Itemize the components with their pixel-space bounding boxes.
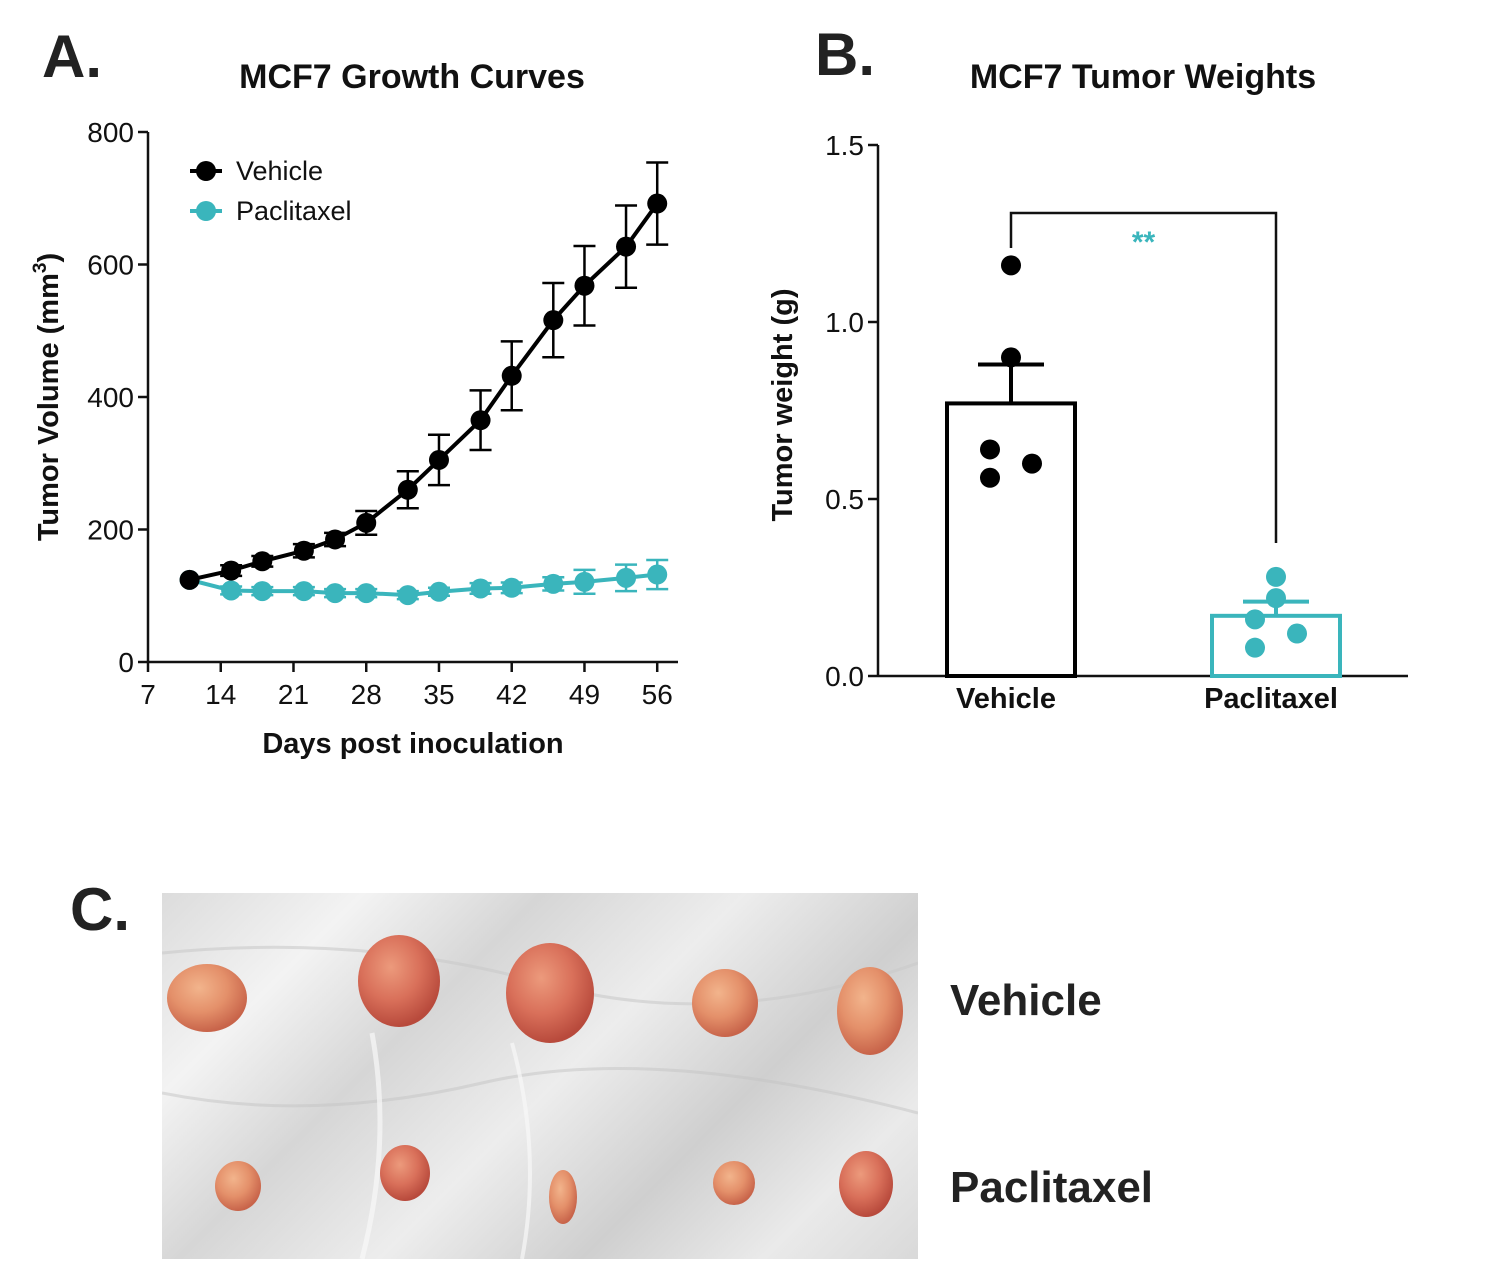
data-point: [1001, 255, 1021, 276]
data-point: [980, 439, 1000, 460]
data-point: [470, 410, 491, 431]
chart-b-group-vehicle: Vehicle: [945, 255, 1077, 715]
charts-canvas: MCF7 Growth Curves Days post inoculation…: [30, 58, 1408, 760]
data-point: [470, 578, 491, 599]
photo-label-vehicle: Vehicle: [950, 976, 1102, 1025]
chart-a-y-tick-label: 600: [87, 250, 134, 281]
data-point: [428, 581, 449, 602]
chart-b-y-tick-label: 1.5: [825, 130, 864, 161]
data-point: [397, 479, 418, 500]
data-point: [221, 560, 242, 581]
chart-b-title: MCF7 Tumor Weights: [970, 58, 1316, 96]
data-point: [543, 310, 564, 331]
chart-a-series-vehicle: [179, 161, 669, 590]
chart-b-category-label: Vehicle: [956, 683, 1056, 715]
chart-b-y-tick-label: 0.0: [825, 661, 864, 692]
chart-a-ylabel-sup: 3: [30, 263, 51, 274]
significance-label: **: [1132, 226, 1156, 259]
data-point: [356, 512, 377, 533]
data-point: [616, 236, 637, 257]
tumor-paclitaxel-5: [839, 1151, 893, 1217]
data-point: [616, 567, 637, 588]
data-point: [1266, 566, 1286, 587]
chart-a-y-tick-label: 400: [87, 382, 134, 413]
chart-a-x-tick-label: 21: [278, 679, 309, 710]
chart-b-y-tick-label: 1.0: [825, 307, 864, 338]
tumor-vehicle-1: [167, 964, 247, 1032]
data-point: [179, 569, 200, 590]
chart-a-xlabel: Days post inoculation: [262, 728, 563, 760]
tumor-vehicle-3: [506, 943, 594, 1043]
data-point: [1022, 453, 1042, 474]
panel-b-letter: B.: [815, 21, 875, 88]
data-point: [221, 580, 242, 601]
data-point: [647, 193, 668, 214]
bar: [1210, 613, 1342, 679]
chart-a-x-tick-label: 35: [423, 679, 454, 710]
tumor-photo: [162, 893, 918, 1259]
chart-a-x-tick-label: 49: [569, 679, 600, 710]
data-point: [397, 585, 418, 606]
data-point: [647, 564, 668, 585]
significance-bracket: [1009, 211, 1278, 543]
data-point: [574, 571, 595, 592]
chart-b-category-label: Paclitaxel: [1204, 683, 1338, 715]
chart-a-y-tick-label: 800: [87, 117, 134, 148]
tumor-paclitaxel-4: [713, 1161, 755, 1205]
panel-c-letter: C.: [70, 876, 130, 943]
tumor-vehicle-4: [692, 969, 758, 1037]
tumor-vehicle-5: [837, 967, 903, 1055]
data-point: [293, 581, 314, 602]
chart-a-y-tick-label: 0: [118, 647, 134, 678]
chart-b-ylabel: Tumor weight (g): [767, 288, 799, 521]
chart-a-plot: 0 200 400 600 800 7 14 21 28 35 42 49 56 Vehicle Pacli…: [87, 117, 678, 710]
series-line: [189, 202, 659, 582]
data-point: [356, 583, 377, 604]
legend-label-vehicle: Vehicle: [236, 156, 323, 186]
legend-marker: [196, 201, 216, 221]
tumor-paclitaxel-1: [215, 1161, 261, 1211]
chart-a-x-tick-label: 28: [351, 679, 382, 710]
data-point: [428, 449, 449, 470]
photo-label-paclitaxel: Paclitaxel: [950, 1163, 1154, 1212]
chart-a-title: MCF7 Growth Curves: [239, 58, 585, 96]
data-point: [543, 573, 564, 594]
chart-a-x-tick-label: 7: [140, 679, 156, 710]
legend-marker: [196, 161, 216, 181]
tumor-paclitaxel-2: [380, 1145, 430, 1201]
vehicle-tumors: [167, 935, 903, 1055]
chart-a-x-tick-label: 42: [496, 679, 527, 710]
chart-a-x-tick-label: 14: [205, 679, 236, 710]
paclitaxel-tumors: [215, 1145, 893, 1224]
data-point: [501, 577, 522, 598]
chart-a-ylabel-end: ): [33, 253, 65, 263]
chart-a-ylabel: Tumor Volume (mm3): [30, 253, 65, 541]
data-point: [325, 529, 346, 550]
data-point: [980, 467, 1000, 488]
data-point: [325, 583, 346, 604]
panel-a-letter: A.: [42, 23, 102, 90]
tumor-vehicle-2: [358, 935, 440, 1027]
chart-b-y-tick-label: 0.5: [825, 484, 864, 515]
bar: [945, 401, 1077, 678]
legend-label-paclitaxel: Paclitaxel: [236, 196, 352, 226]
data-point: [574, 275, 595, 296]
chart-b-group-paclitaxel: Paclitaxel: [1204, 566, 1342, 715]
data-point: [293, 540, 314, 561]
data-point: [1245, 609, 1265, 630]
data-point: [252, 581, 273, 602]
chart-b-plot: 0.0 0.5 1.0 1.5 Vehicle Paclitaxel **: [825, 130, 1408, 715]
data-point: [1266, 588, 1286, 609]
data-point: [252, 551, 273, 572]
chart-a-series-paclitaxel: [179, 558, 669, 606]
data-point: [1245, 637, 1265, 658]
data-point: [1001, 347, 1021, 368]
data-point: [1287, 623, 1307, 644]
chart-a-x-tick-label: 56: [642, 679, 673, 710]
tumor-paclitaxel-3: [549, 1170, 577, 1224]
chart-a-y-tick-label: 200: [87, 515, 134, 546]
data-point: [501, 365, 522, 386]
chart-a-ylabel-main: Tumor Volume (mm: [33, 273, 65, 541]
